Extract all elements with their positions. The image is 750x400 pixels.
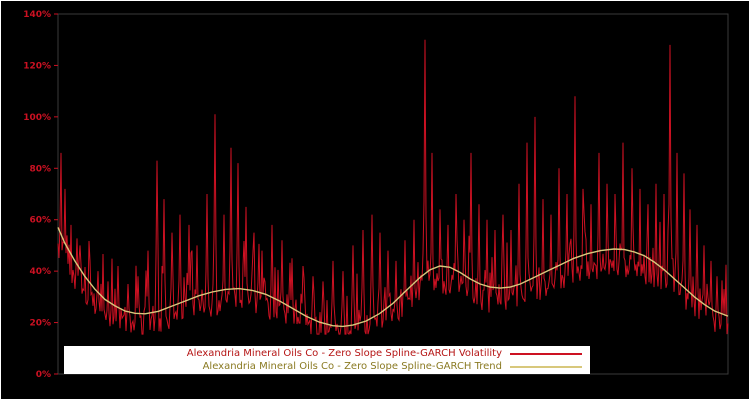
y-tick-label: 20% bbox=[29, 319, 51, 329]
y-tick-label: 100% bbox=[23, 113, 51, 123]
volatility-series-line bbox=[57, 39, 729, 335]
y-tick-label: 0% bbox=[36, 370, 51, 380]
legend-row-trend: Alexandria Mineral Oils Co - Zero Slope … bbox=[72, 360, 582, 373]
legend-label-volatility: Alexandria Mineral Oils Co - Zero Slope … bbox=[186, 347, 502, 359]
chart-legend: Alexandria Mineral Oils Co - Zero Slope … bbox=[64, 346, 590, 374]
legend-label-trend: Alexandria Mineral Oils Co - Zero Slope … bbox=[202, 360, 502, 372]
y-tick-label: 60% bbox=[29, 216, 51, 226]
trend-series-line bbox=[57, 227, 729, 328]
y-tick-label: 120% bbox=[23, 61, 51, 71]
legend-row-volatility: Alexandria Mineral Oils Co - Zero Slope … bbox=[72, 347, 582, 360]
legend-line-sample-volatility bbox=[510, 352, 582, 355]
y-tick-label: 140% bbox=[23, 10, 51, 20]
y-tick-label: 40% bbox=[29, 267, 51, 277]
y-tick-label: 80% bbox=[29, 164, 51, 174]
legend-line-sample-trend bbox=[510, 365, 582, 368]
